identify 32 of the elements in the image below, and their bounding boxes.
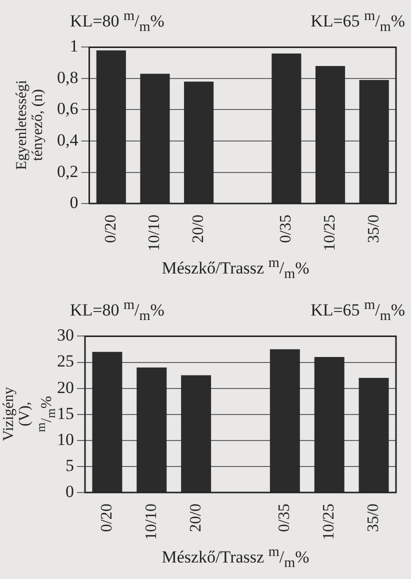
y-tick-label: 10: [57, 430, 74, 449]
x-tick-label: 0/20: [102, 214, 120, 244]
y-tick-label: 0: [70, 193, 78, 212]
y-tick-label: 5: [66, 456, 74, 475]
x-tick-label: 10/10: [142, 504, 160, 540]
x-tick-label: 35/0: [365, 214, 382, 244]
text: KL=80 $^{m}$/$_{m}$%: [70, 297, 164, 326]
y-tick-label: 0: [66, 482, 74, 502]
x-tick-label: 10/25: [320, 504, 338, 540]
x-tick-label: 0/35: [278, 214, 295, 244]
text: KL=65 $^{m}$/$_{m}$%: [310, 297, 405, 326]
text: KL=80 $^{m}$/$_{m}$%: [70, 8, 164, 36]
x-tick-label: 20/0: [187, 504, 204, 532]
text: KL=65 $^{m}$/$_{m}$%: [310, 8, 405, 36]
x-tick-label: 20/0: [190, 214, 208, 244]
y-tick-label: 0,8: [57, 68, 78, 87]
x-tick-label: 10/25: [321, 214, 338, 252]
y-tick-label: 20: [57, 378, 74, 397]
x-axis-title: Mészkő/Trassz $^{m}$/$_{m}$%: [160, 254, 310, 283]
y-tick-label: 0,2: [57, 162, 78, 181]
x-tick-label: 0/20: [98, 504, 116, 532]
y-tick-label: 25: [57, 352, 74, 371]
y-tick-label: 0,4: [57, 130, 79, 150]
x-tick-label: 10/10: [146, 214, 164, 252]
x-tick-label: 0/35: [276, 504, 294, 532]
y-tick-label: 1: [70, 36, 78, 56]
y-axis-title: Egyenletességi tényező, (n): [14, 80, 46, 170]
y-tick-label: 30: [57, 326, 74, 345]
y-tick-label: 0,6: [57, 99, 78, 118]
x-tick-label: 35/0: [364, 504, 382, 532]
y-tick-label: 15: [57, 404, 74, 423]
x-axis-title: Mészkő/Trassz $^{m}$/$_{m}$%: [160, 544, 310, 572]
